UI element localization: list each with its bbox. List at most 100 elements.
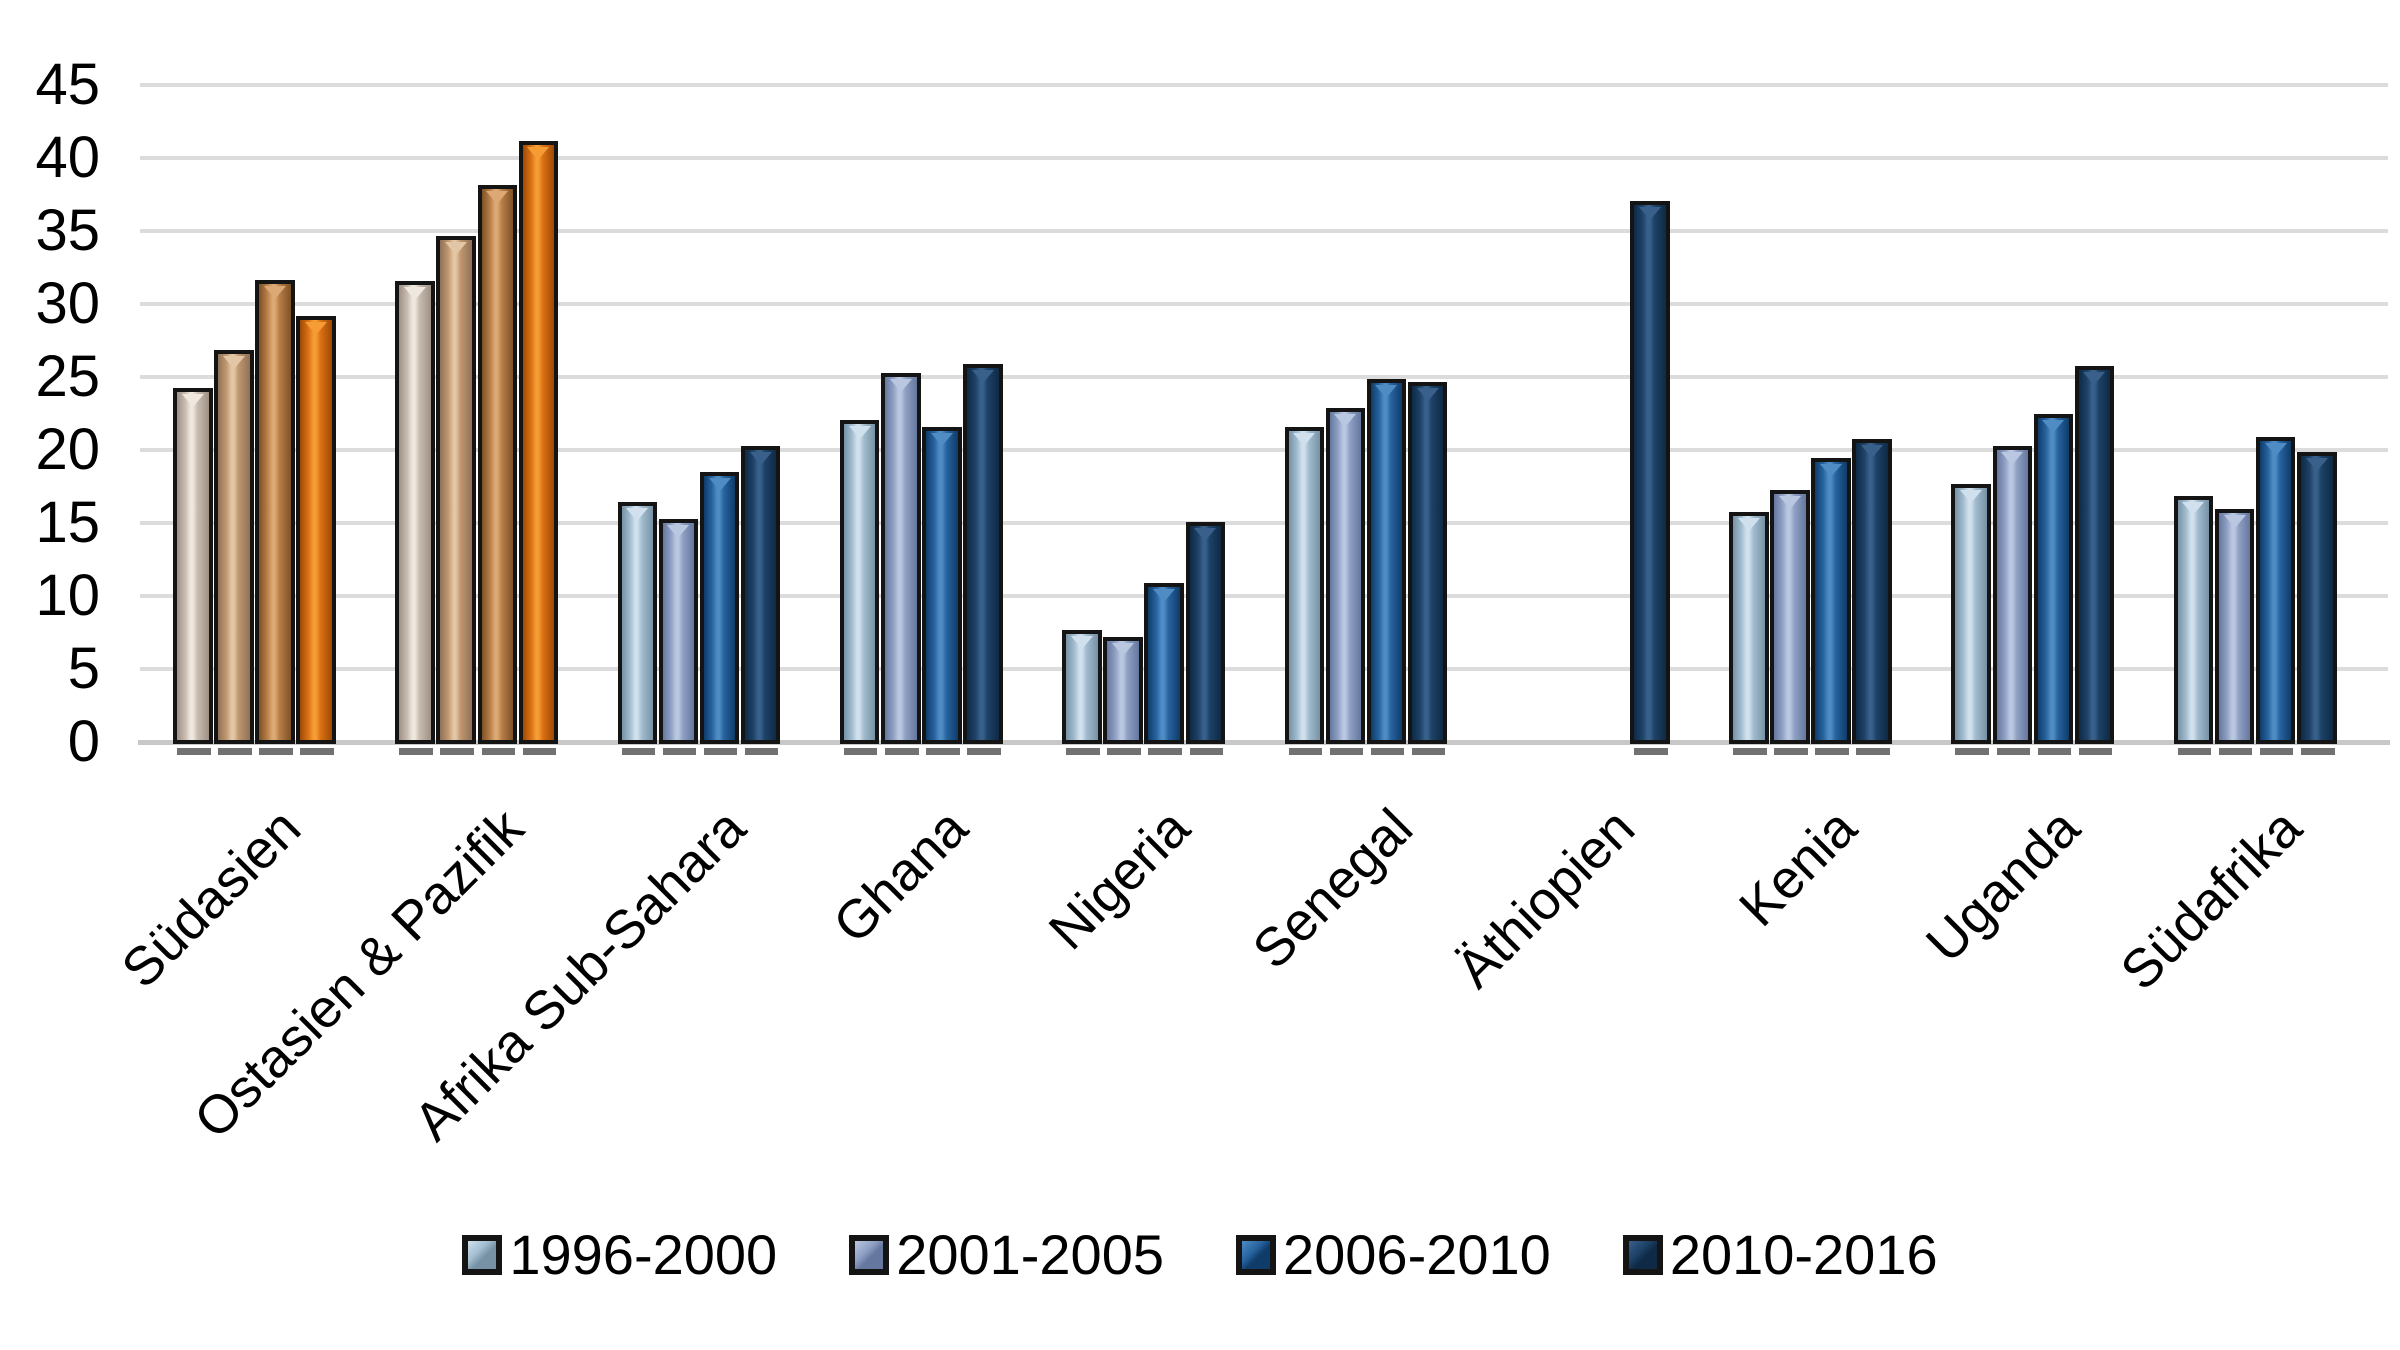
- bar-gloss-notch: [527, 147, 550, 161]
- legend-label: 1996-2000: [509, 1223, 778, 1286]
- bar-Südasien-2006-2010: [255, 279, 295, 744]
- bar-gloss-notch: [1070, 636, 1093, 650]
- x-category-label-Nigeria: Nigeria: [1038, 797, 1202, 962]
- bar-shadow: [926, 748, 960, 755]
- bar-gloss-notch: [889, 379, 912, 393]
- bar-gloss-notch: [305, 322, 328, 336]
- bar-shadow: [2259, 748, 2294, 755]
- bar-shadow: [1733, 748, 1767, 755]
- x-category-label-Ostasien & Pazifik: Ostasien & Pazifik: [182, 797, 535, 1150]
- legend-swatch-icon: [462, 1234, 503, 1275]
- legend-item-2006-2010: 2006-2010: [1236, 1222, 1551, 1287]
- gridline-45: [140, 83, 2388, 87]
- bar-Uganda-1996-2000: [1951, 484, 1991, 744]
- gridline-40: [140, 156, 2388, 160]
- bar-shadow: [885, 748, 919, 755]
- bar-gloss-notch: [2042, 420, 2065, 434]
- bar-gloss-notch: [1737, 517, 1760, 531]
- bar-gloss-notch: [971, 370, 994, 384]
- bar-gloss-notch: [1778, 495, 1801, 509]
- bar-shadow: [1815, 748, 1849, 755]
- bar-Südafrika-2001-2005: [2214, 508, 2255, 744]
- bar-shadow: [1329, 748, 1364, 755]
- bar-shadow: [843, 748, 878, 755]
- gridline-25: [140, 375, 2388, 379]
- bar-Kenia-2010-2016: [1852, 438, 1892, 744]
- bar-Südafrika-1996-2000: [2173, 495, 2214, 744]
- y-tick-label-15: 15: [35, 490, 100, 555]
- bar-Senegal-1996-2000: [1284, 427, 1324, 744]
- bar-Ostasien & Pazifik-2001-2005: [436, 235, 476, 744]
- y-tick-label-20: 20: [35, 417, 100, 482]
- bar-shadow: [744, 748, 779, 755]
- y-tick-label-0: 0: [67, 709, 100, 774]
- bar-gloss-notch: [930, 433, 953, 447]
- bar-gloss-notch: [2223, 514, 2246, 528]
- x-category-label-Südafrika: Südafrika: [2109, 797, 2314, 1002]
- y-tick-label-10: 10: [35, 563, 100, 628]
- x-category-label-Äthiopien: Äthiopien: [1444, 797, 1647, 1000]
- bar-gloss-notch: [1820, 463, 1843, 477]
- legend-swatch-icon: [1236, 1234, 1276, 1275]
- bar-Südasien-2010-2016: [296, 316, 336, 744]
- bar-gloss-notch: [1416, 387, 1439, 401]
- bar-shadow: [2037, 748, 2072, 755]
- bar-shadow: [1066, 748, 1100, 755]
- bar-Nigeria-1996-2000: [1062, 630, 1102, 744]
- y-tick-label-45: 45: [35, 52, 100, 117]
- bar-gloss-notch: [222, 355, 245, 369]
- bar-gloss-notch: [486, 190, 509, 204]
- bar-shadow: [703, 748, 738, 755]
- bar-gloss-notch: [1293, 433, 1316, 447]
- bar-gloss-notch: [667, 525, 690, 539]
- bar-gloss-notch: [1153, 589, 1176, 603]
- bar-shadow: [1189, 748, 1223, 755]
- bar-Nigeria-2001-2005: [1103, 637, 1143, 744]
- bar-gloss-notch: [404, 287, 427, 301]
- bar-shadow: [2301, 748, 2335, 755]
- bar-shadow: [399, 748, 433, 755]
- legend: 1996-2000 2001-2005 2006-2010 2010-2016: [0, 1222, 2400, 1287]
- bar-shadow: [481, 748, 515, 755]
- bar-gloss-notch: [1638, 206, 1661, 220]
- x-category-label-Uganda: Uganda: [1914, 797, 2091, 974]
- x-category-label-Kenia: Kenia: [1728, 797, 1869, 938]
- bar-shadow: [1856, 748, 1890, 755]
- x-category-label-Senegal: Senegal: [1241, 797, 1424, 981]
- bar-Kenia-2006-2010: [1811, 457, 1851, 744]
- y-tick-label-40: 40: [35, 125, 100, 190]
- legend-label: 2006-2010: [1283, 1223, 1551, 1286]
- bar-Afrika Sub-Sahara-1996-2000: [617, 501, 658, 744]
- bar-gloss-notch: [708, 478, 731, 492]
- bar-shadow: [2078, 748, 2113, 755]
- bar-gloss-notch: [848, 425, 871, 439]
- bar-shadow: [1996, 748, 2030, 755]
- bar-Äthiopien-2010-2016: [1630, 200, 1670, 744]
- bar-gloss-notch: [1375, 385, 1398, 398]
- gridline-15: [140, 521, 2388, 525]
- bar-Südasien-1996-2000: [173, 387, 213, 744]
- bar-Kenia-2001-2005: [1770, 489, 1810, 744]
- bar-gloss-notch: [626, 507, 649, 521]
- bar-shadow: [2177, 748, 2212, 755]
- bar-shadow: [522, 748, 557, 755]
- bar-gloss-notch: [445, 241, 468, 255]
- bar-shadow: [1955, 748, 1989, 755]
- bar-shadow: [1774, 748, 1808, 755]
- bar-shadow: [1107, 748, 1141, 755]
- y-tick-label-25: 25: [35, 344, 100, 409]
- x-category-label-Afrika Sub-Sahara: Afrika Sub-Sahara: [402, 797, 757, 1153]
- bar-Uganda-2006-2010: [2033, 414, 2074, 744]
- bar-Nigeria-2006-2010: [1144, 583, 1184, 744]
- bar-Ghana-2006-2010: [922, 427, 962, 744]
- bar-Afrika Sub-Sahara-2006-2010: [699, 472, 740, 744]
- bar-shadow: [259, 748, 293, 755]
- y-tick-label-30: 30: [35, 271, 100, 336]
- legend-item-2001-2005: 2001-2005: [849, 1222, 1164, 1287]
- bar-shadow: [1288, 748, 1322, 755]
- bar-Nigeria-2010-2016: [1185, 522, 1225, 744]
- bar-shadow: [440, 748, 474, 755]
- legend-item-1996-2000: 1996-2000: [462, 1222, 777, 1287]
- bar-gloss-notch: [2182, 501, 2205, 515]
- bar-Südafrika-2006-2010: [2255, 437, 2296, 744]
